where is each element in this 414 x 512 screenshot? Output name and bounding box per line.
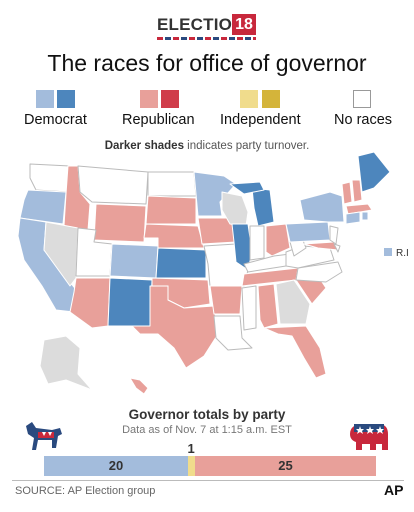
state-al [257, 283, 279, 329]
state-tx [131, 285, 219, 369]
republican-light-swatch [140, 90, 158, 108]
state-la [213, 315, 253, 351]
state-ms [241, 285, 257, 331]
totals-title: Governor totals by party [128, 407, 286, 422]
ap-logo: AP [384, 482, 404, 498]
logo-year: 18 [232, 14, 256, 35]
state-oh [265, 223, 291, 257]
map-note: Darker shades indicates party turnover. [0, 140, 414, 152]
state-ar [209, 285, 243, 315]
legend-democrat-label: Democrat [24, 112, 87, 128]
state-de [333, 243, 341, 253]
republican-total-segment: 25 [195, 456, 376, 476]
state-ri [361, 211, 369, 221]
legend-republican-label: Republican [122, 112, 195, 128]
note-rest: indicates party turnover. [183, 140, 310, 152]
state-nd [147, 171, 197, 197]
state-nm [107, 277, 153, 327]
state-wy [93, 203, 147, 243]
state-ak [39, 335, 93, 391]
state-nh [351, 179, 363, 203]
democrat-light-swatch [36, 90, 54, 108]
republican-dark-swatch [161, 90, 179, 108]
page-title: The races for office of governor [47, 50, 367, 76]
state-ny [299, 191, 345, 223]
legend-no-races-label: No races [334, 112, 393, 128]
note-bold: Darker shades [104, 140, 184, 152]
state-ga [275, 279, 311, 325]
ri-label: R.I. [396, 248, 408, 259]
state-ct [345, 211, 361, 225]
democrat-dark-swatch [57, 90, 75, 108]
state-vt [341, 181, 353, 205]
state-sd [145, 195, 197, 225]
logo-word: ELECTION [157, 15, 245, 34]
democrat-total-segment: 20 [44, 456, 188, 476]
ri-callout-swatch [384, 248, 392, 256]
footer-divider [12, 480, 404, 481]
independent-light-swatch [240, 90, 258, 108]
state-mt [77, 165, 149, 205]
independent-dark-swatch [262, 90, 280, 108]
state-nj [329, 225, 339, 245]
state-fl [263, 325, 327, 379]
state-ks [155, 247, 207, 279]
republican-elephant-icon [350, 424, 388, 450]
logo-stripe [157, 37, 256, 40]
state-az [69, 277, 111, 329]
state-co [109, 243, 159, 279]
democrat-total-value: 20 [108, 458, 124, 473]
state-hi [129, 377, 149, 395]
no-races-swatch [353, 90, 371, 108]
state-me [357, 152, 391, 193]
governor-totals-bar: 20 25 [44, 456, 376, 476]
state-mi-up [229, 181, 265, 195]
state-wa [29, 163, 71, 193]
independent-total-value: 1 [187, 441, 195, 456]
election-18-logo: ELECTION 18 [157, 14, 259, 40]
state-pa [285, 221, 331, 243]
source-credit: SOURCE: AP Election group [15, 485, 156, 497]
state-nc [295, 261, 343, 283]
state-in [249, 225, 265, 261]
state-nv [43, 221, 79, 287]
state-mn [193, 171, 237, 217]
state-mi [251, 187, 275, 227]
state-ne [143, 223, 205, 249]
state-ma [345, 203, 373, 215]
independent-total-segment [188, 456, 195, 476]
republican-total-value: 25 [278, 458, 293, 473]
democrat-donkey-icon [26, 422, 62, 450]
legend-independent-label: Independent [220, 112, 301, 128]
totals-subtitle: Data as of Nov. 7 at 1:15 a.m. EST [122, 424, 292, 436]
us-governor-map: R.I. [17, 152, 408, 395]
